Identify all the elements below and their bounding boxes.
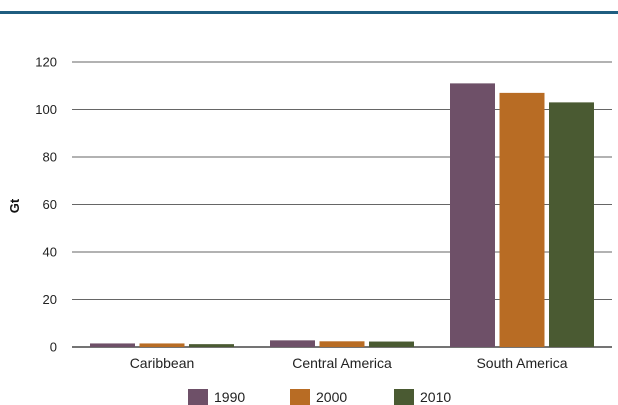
legend-item: 2000 — [290, 389, 347, 405]
bar-2010-south-america — [549, 102, 594, 347]
y-tick-label: 20 — [43, 292, 57, 307]
legend: 1990 2000 2010 — [188, 389, 451, 405]
x-category-label: South America — [476, 355, 567, 371]
y-tick-label: 100 — [35, 102, 57, 117]
bar-1990-caribbean — [90, 343, 135, 347]
bar-2000-south-america — [499, 92, 545, 347]
bar-2010-central-america — [369, 341, 414, 347]
y-tick-label: 0 — [50, 340, 57, 355]
x-category-label: Caribbean — [130, 355, 195, 371]
y-tick-label: 80 — [43, 150, 57, 165]
y-axis-title: Gt — [7, 198, 22, 213]
bar-1990-south-america — [450, 83, 495, 347]
legend-item: 2010 — [394, 389, 451, 405]
legend-swatch — [394, 389, 414, 405]
bar-2000-caribbean — [139, 343, 185, 347]
bar-2010-caribbean — [189, 344, 234, 347]
y-tick-label: 120 — [35, 55, 57, 70]
legend-swatch — [188, 389, 208, 405]
legend-label: 2000 — [316, 389, 347, 405]
legend-swatch — [290, 389, 310, 405]
bars — [90, 83, 594, 347]
legend-item: 1990 — [188, 389, 245, 405]
header-rule — [0, 11, 618, 14]
x-axis-categories: Caribbean Central America South America — [130, 355, 568, 371]
y-tick-label: 40 — [43, 245, 57, 260]
bar-1990-central-america — [270, 340, 315, 347]
y-axis-ticks: 0 20 40 60 80 100 120 — [35, 55, 57, 355]
bar-2000-central-america — [319, 341, 365, 347]
x-category-label: Central America — [292, 355, 392, 371]
y-tick-label: 60 — [43, 197, 57, 212]
legend-label: 2010 — [420, 389, 451, 405]
legend-label: 1990 — [214, 389, 245, 405]
